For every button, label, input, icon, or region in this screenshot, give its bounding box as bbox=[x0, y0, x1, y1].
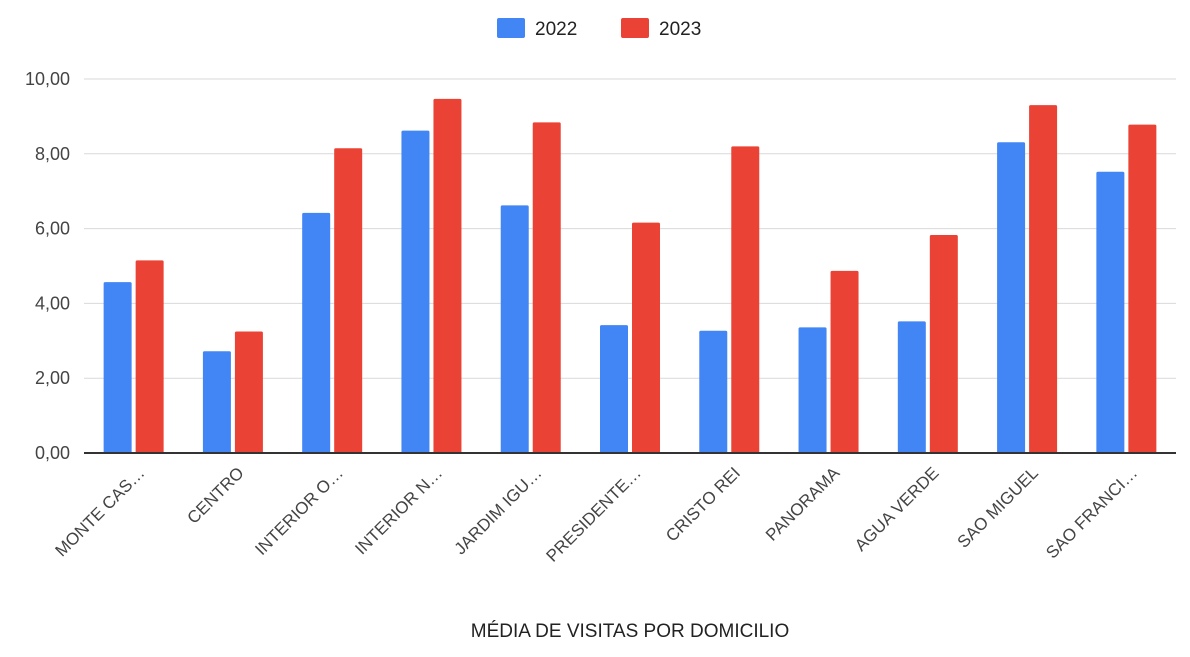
x-category-label: PANORAMA bbox=[762, 463, 844, 545]
bar-2023-10[interactable] bbox=[1128, 124, 1157, 454]
x-category-label: INTERIOR N… bbox=[351, 463, 446, 558]
y-tick-label: 8,00 bbox=[35, 144, 70, 164]
gridlines bbox=[84, 78, 1176, 379]
x-category-label: MONTE CAS… bbox=[52, 463, 149, 560]
bar-2022-8[interactable] bbox=[897, 321, 926, 453]
bar-2022-2[interactable] bbox=[302, 212, 331, 453]
legend-label: 2023 bbox=[659, 19, 701, 40]
bar-2023-9[interactable] bbox=[1029, 105, 1058, 454]
bars bbox=[103, 98, 1157, 454]
legend-swatch bbox=[497, 18, 525, 38]
x-category-label: AGUA VERDE bbox=[851, 463, 943, 555]
bar-2022-6[interactable] bbox=[699, 330, 728, 453]
y-tick-label: 10,00 bbox=[25, 69, 70, 89]
bar-2023-3[interactable] bbox=[433, 98, 462, 454]
bar-2022-5[interactable] bbox=[600, 325, 628, 453]
x-axis-title: MÉDIA DE VISITAS POR DOMICILIO bbox=[471, 621, 789, 642]
y-tick-label: 2,00 bbox=[35, 368, 70, 388]
y-tick-label: 6,00 bbox=[35, 219, 70, 239]
legend-item-2023[interactable]: 2023 bbox=[621, 18, 701, 40]
x-category-label: CENTRO bbox=[184, 463, 248, 527]
bar-2022-10[interactable] bbox=[1096, 171, 1125, 453]
x-category-label: SAO MIGUEL bbox=[954, 463, 1042, 551]
legend-swatch bbox=[621, 18, 649, 38]
bar-2023-4[interactable] bbox=[532, 122, 561, 453]
y-tick-label: 0,00 bbox=[35, 443, 70, 463]
y-tick-label: 4,00 bbox=[35, 293, 70, 313]
legend-label: 2022 bbox=[535, 19, 577, 40]
legend[interactable]: 2022 2023 bbox=[497, 18, 701, 40]
x-category-label: INTERIOR O… bbox=[251, 463, 347, 559]
bar-2022-0[interactable] bbox=[103, 282, 132, 453]
x-category-label: CRISTO REI bbox=[662, 463, 744, 545]
bar-2023-1[interactable] bbox=[234, 331, 263, 453]
bar-2022-1[interactable] bbox=[202, 351, 231, 453]
bar-2023-0[interactable] bbox=[135, 260, 164, 453]
x-category-label: SAO FRANCI… bbox=[1042, 463, 1141, 562]
bar-2023-2[interactable] bbox=[334, 148, 363, 453]
bar-2022-7[interactable] bbox=[798, 327, 827, 453]
x-axis-category-labels: MONTE CAS… CENTRO INTERIOR O… INTERIOR N… JA… bbox=[52, 463, 1142, 566]
x-category-label: PRESIDENTE… bbox=[543, 463, 645, 565]
y-axis-ticks: 0,00 2,00 4,00 6,00 8,00 10,00 bbox=[25, 69, 70, 463]
legend-item-2022[interactable]: 2022 bbox=[497, 18, 577, 40]
x-category-label: JARDIM IGU… bbox=[451, 463, 546, 558]
bar-2022-3[interactable] bbox=[401, 130, 430, 453]
bar-2023-7[interactable] bbox=[830, 270, 859, 453]
bar-2022-4[interactable] bbox=[500, 205, 529, 453]
bar-2023-5[interactable] bbox=[632, 222, 660, 453]
bar-2022-9[interactable] bbox=[997, 142, 1026, 453]
bar-2023-6[interactable] bbox=[731, 146, 760, 453]
bar-2023-8[interactable] bbox=[929, 234, 958, 453]
